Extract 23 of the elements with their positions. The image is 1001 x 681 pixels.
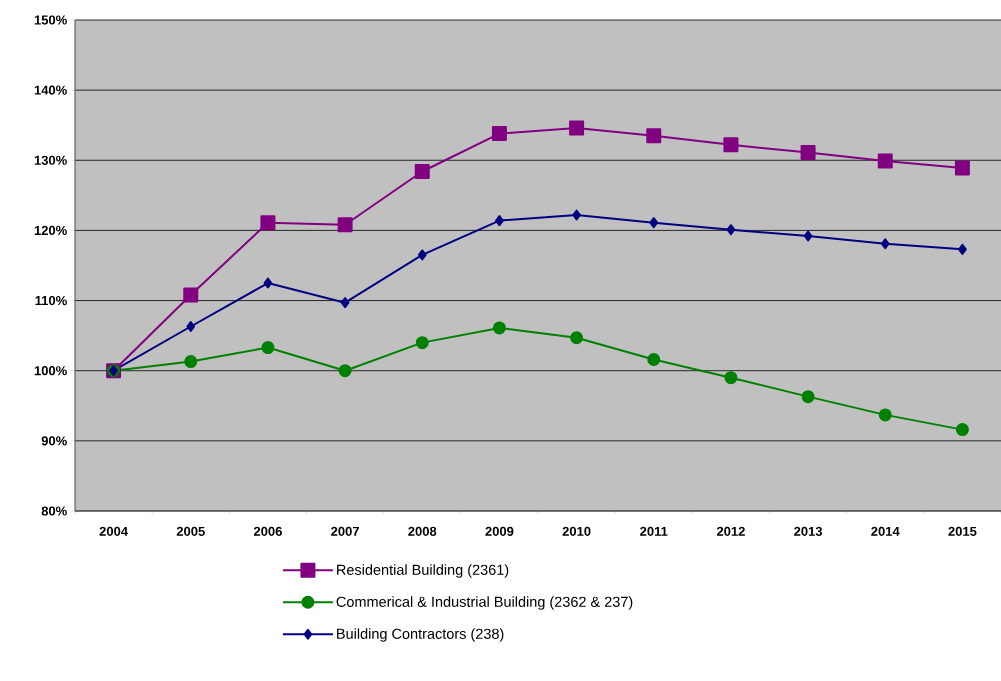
x-tick-label: 2012 xyxy=(716,526,745,536)
y-tick-label: 100% xyxy=(34,366,67,376)
legend-label: Building Contractors (238) xyxy=(337,628,504,642)
x-tick-label: 2004 xyxy=(99,526,128,536)
y-tick-label: 140% xyxy=(34,85,67,95)
x-tick-label: 2013 xyxy=(794,526,823,536)
x-tick-label: 2015 xyxy=(948,526,977,536)
x-tick-label: 2007 xyxy=(331,526,359,536)
y-tick-label: 110% xyxy=(35,295,67,306)
y-tick-label: 90% xyxy=(41,436,67,446)
x-tick-label: 2005 xyxy=(176,526,205,536)
x-tick-label: 2010 xyxy=(562,526,591,536)
y-tick-label: 120% xyxy=(34,225,67,236)
y-tick-label: 80% xyxy=(41,506,67,516)
x-tick-label: 2006 xyxy=(253,526,282,536)
x-tick-label: 2009 xyxy=(485,526,514,536)
x-tick-label: 2014 xyxy=(871,526,900,536)
y-tick-label: 150% xyxy=(34,15,67,25)
legend-label: Residential Building (2361) xyxy=(337,564,509,578)
x-tick-label: 2011 xyxy=(640,526,668,536)
legend-label: Commerical & Industrial Building (2362 & 237) xyxy=(336,596,633,610)
x-tick-label: 2008 xyxy=(408,526,437,536)
y-tick-label: 130% xyxy=(34,155,67,165)
